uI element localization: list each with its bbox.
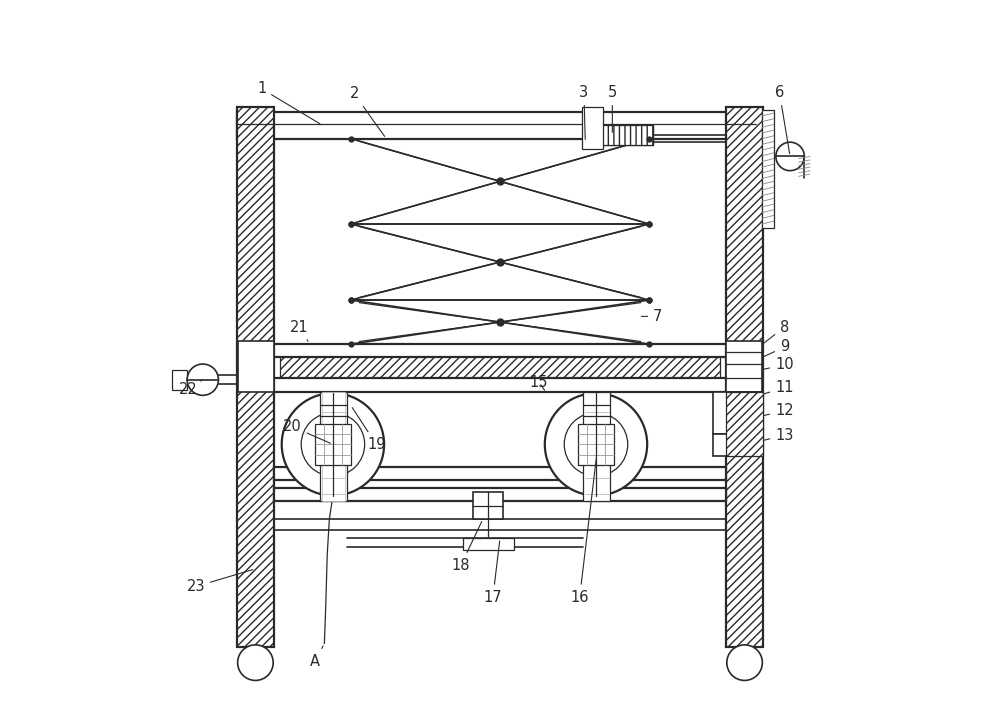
Bar	[596, 125, 653, 145]
Bar	[713, 434, 762, 456]
Bar	[274, 378, 726, 392]
Bar	[583, 392, 610, 501]
Circle shape	[564, 412, 628, 476]
Bar	[322, 392, 345, 501]
Bar	[274, 488, 726, 501]
Text: 19: 19	[352, 407, 386, 452]
Text: 8: 8	[764, 319, 789, 343]
Circle shape	[301, 412, 365, 476]
Text: 16: 16	[570, 458, 596, 605]
Text: 18: 18	[452, 522, 482, 573]
Bar	[726, 341, 762, 392]
Text: 1: 1	[257, 81, 320, 124]
Circle shape	[187, 364, 218, 395]
Bar	[237, 112, 756, 139]
Bar	[726, 392, 763, 456]
Circle shape	[588, 437, 604, 452]
Bar	[578, 424, 614, 465]
Bar	[600, 125, 653, 145]
Bar	[582, 107, 603, 149]
Text: 13: 13	[764, 427, 794, 443]
Bar	[726, 107, 763, 647]
Bar	[187, 374, 200, 385]
Bar	[280, 357, 720, 378]
Bar	[585, 115, 596, 142]
Text: 9: 9	[764, 339, 789, 356]
Text: 22: 22	[179, 380, 203, 397]
Bar	[320, 392, 347, 501]
Text: 7: 7	[641, 309, 663, 324]
Text: A: A	[310, 646, 323, 669]
Text: 21: 21	[290, 319, 309, 341]
Text: 3: 3	[579, 85, 588, 139]
Bar	[274, 344, 726, 357]
Text: 12: 12	[764, 403, 794, 419]
Circle shape	[545, 393, 647, 496]
Text: 23: 23	[186, 570, 253, 594]
Circle shape	[325, 437, 341, 452]
Circle shape	[727, 645, 762, 680]
Text: 11: 11	[764, 380, 794, 395]
Text: 5: 5	[608, 85, 617, 132]
Text: 15: 15	[530, 375, 548, 390]
Bar	[172, 370, 187, 390]
Bar	[713, 392, 762, 434]
Bar	[473, 492, 503, 519]
Text: 17: 17	[484, 541, 502, 605]
Circle shape	[776, 142, 804, 171]
Text: 2: 2	[350, 86, 385, 137]
Bar	[315, 424, 351, 465]
Circle shape	[238, 645, 273, 680]
Bar	[585, 109, 600, 146]
Bar	[237, 107, 274, 647]
Bar	[274, 467, 726, 480]
Bar	[238, 341, 274, 392]
Bar	[762, 110, 774, 228]
Text: 20: 20	[283, 419, 330, 443]
Text: 10: 10	[764, 357, 794, 373]
Circle shape	[282, 393, 384, 496]
Bar	[463, 538, 514, 550]
Text: 6: 6	[775, 85, 790, 154]
